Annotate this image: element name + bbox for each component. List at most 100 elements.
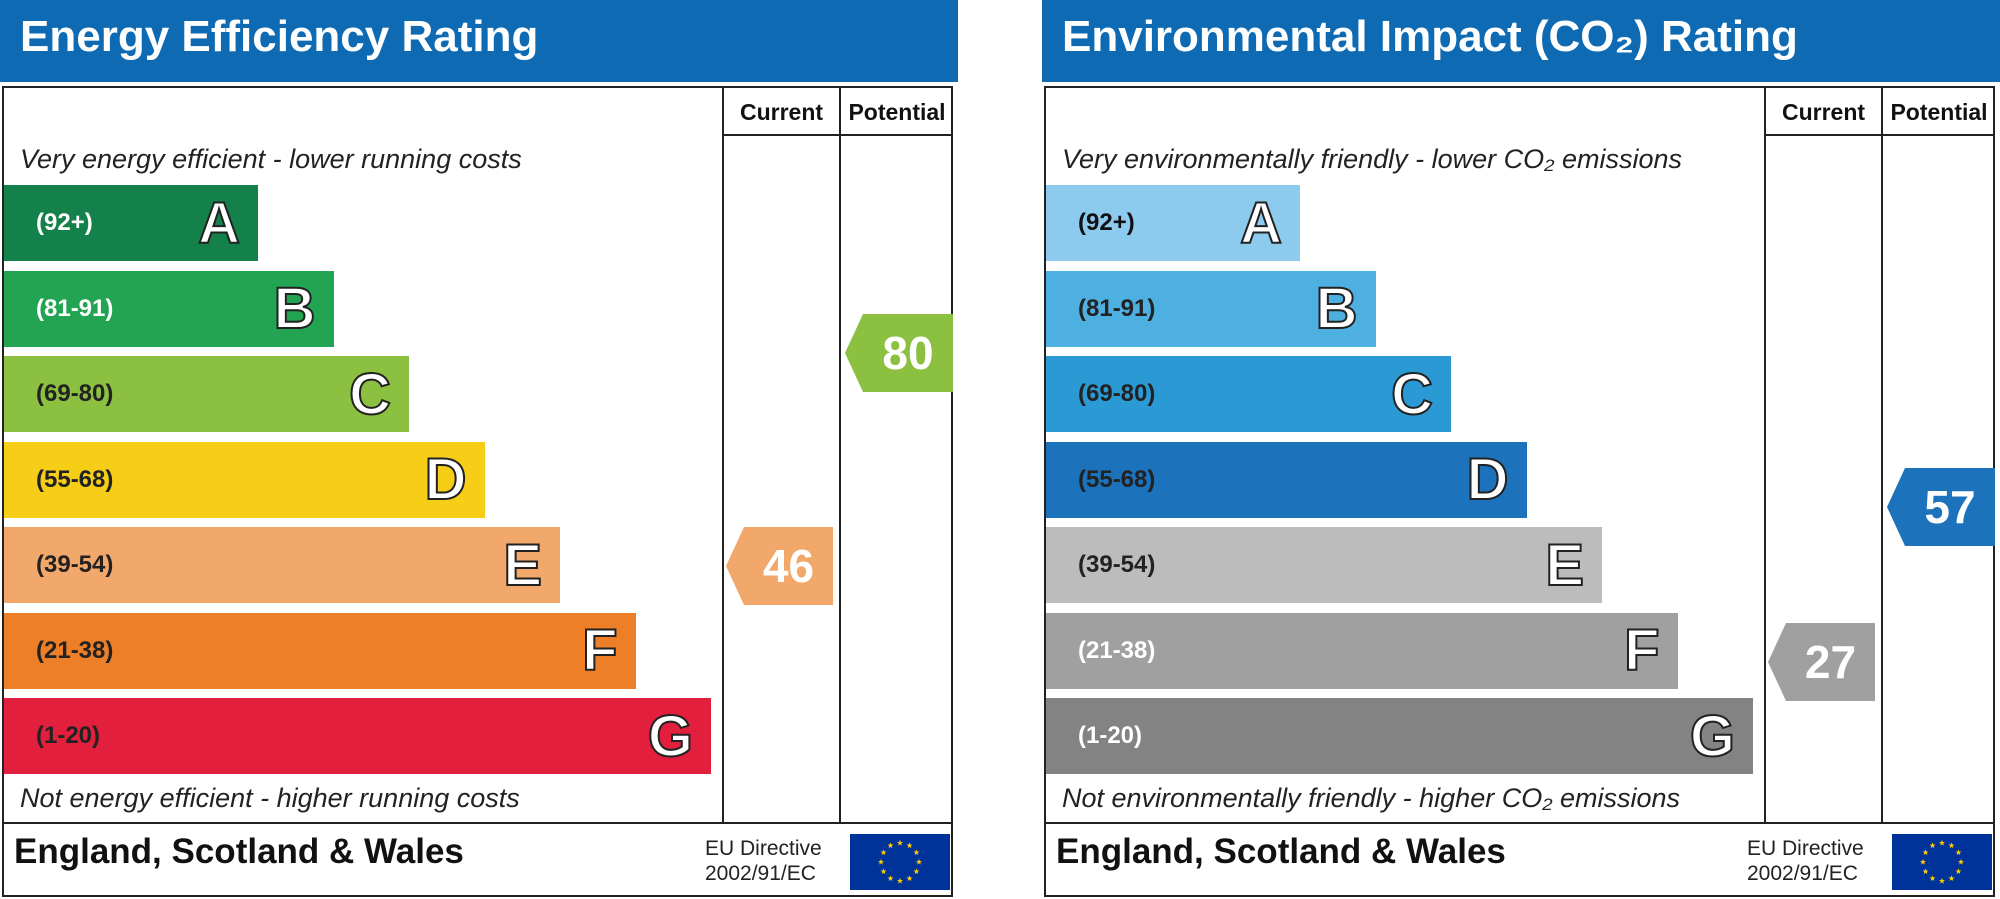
- rating-band-f: (21-38) F: [4, 612, 636, 689]
- band-range-label: (92+): [36, 209, 93, 236]
- band-range-label: (69-80): [36, 380, 114, 407]
- potential-rating-indicator: 57: [1887, 468, 1995, 546]
- rating-band-e: (39-54) E: [1046, 527, 1602, 603]
- eu-directive: EU Directive 2002/91/EC: [1747, 836, 1864, 886]
- energy-efficiency-panel: Energy Efficiency Rating Current Potenti…: [0, 0, 958, 899]
- column-divider: [1881, 86, 1883, 824]
- rating-band-g: (1-20) G: [4, 698, 711, 774]
- header-divider: [722, 134, 953, 136]
- eu-star-icon: [1955, 849, 1962, 856]
- band-range-label: (81-91): [1078, 294, 1156, 322]
- band-range-label: (55-68): [36, 465, 114, 493]
- band-letter: E: [502, 532, 543, 599]
- panel-header: Environmental Impact (CO₂) Rating: [1042, 0, 2000, 82]
- rating-band-a: (92+) A: [1046, 185, 1300, 261]
- band-letter: G: [1689, 703, 1736, 770]
- bottom-caption: Not energy efficient - higher running co…: [20, 783, 520, 813]
- bottom-caption: Not environmentally friendly - higher CO…: [1062, 783, 1681, 813]
- eu-star-icon: [887, 842, 894, 849]
- eu-star-icon: [913, 849, 920, 856]
- band-letter: B: [273, 275, 317, 342]
- current-rating-value: 46: [762, 540, 815, 592]
- rating-band-b: (81-91) B: [4, 270, 334, 347]
- eu-star-icon: [906, 842, 913, 849]
- chart-title: Environmental Impact (CO₂) Rating: [1062, 12, 1798, 61]
- band-letter: B: [1315, 275, 1359, 342]
- rating-band-d: (55-68) D: [4, 441, 485, 518]
- eu-star-icon: [877, 858, 885, 865]
- band-letter: A: [1239, 190, 1283, 257]
- eu-star-icon: [906, 875, 913, 882]
- band-range-label: (81-91): [36, 294, 114, 322]
- eu-directive-line: EU Directive: [705, 837, 822, 860]
- eu-star-icon: [1929, 842, 1936, 849]
- band-letter: C: [348, 361, 392, 428]
- column-divider: [722, 86, 724, 824]
- band-range-label: (55-68): [1078, 465, 1156, 493]
- region-label: England, Scotland & Wales: [14, 832, 464, 871]
- eu-star-icon: [896, 839, 904, 846]
- eu-star-icon: [1955, 868, 1962, 875]
- current-rating-value: 27: [1804, 636, 1857, 688]
- band-range-label: (21-38): [1078, 636, 1156, 664]
- band-letter: D: [1466, 446, 1510, 513]
- band-range-label: (92+): [1078, 209, 1135, 236]
- band-range-label: (69-80): [1078, 380, 1156, 407]
- eu-star-icon: [1938, 839, 1946, 846]
- potential-column-header: Potential: [848, 98, 946, 125]
- eu-directive-line: EU Directive: [1747, 837, 1864, 860]
- rating-band-g: (1-20) G: [1046, 698, 1753, 774]
- rating-band-b: (81-91) B: [1046, 270, 1376, 347]
- eu-star-icon: [1929, 875, 1936, 882]
- indicator-arrow: [1768, 623, 1875, 701]
- eu-star-icon: [915, 858, 923, 865]
- indicator-arrow: [1887, 468, 1995, 546]
- potential-rating-value: 80: [882, 327, 934, 379]
- chart-title: Energy Efficiency Rating: [20, 12, 539, 61]
- eu-directive-number: 2002/91/EC: [1747, 862, 1858, 885]
- eu-star-icon: [887, 875, 894, 882]
- region-label: England, Scotland & Wales: [1056, 832, 1506, 871]
- rating-band-c: (69-80) C: [1046, 356, 1451, 432]
- band-letter: G: [647, 703, 694, 770]
- eu-star-icon: [1922, 849, 1929, 856]
- eu-star-icon: [1922, 868, 1929, 875]
- eu-star-icon: [913, 868, 920, 875]
- band-letter: C: [1390, 361, 1434, 428]
- band-range-label: (21-38): [36, 636, 114, 664]
- band-letter: A: [197, 190, 241, 257]
- eu-directive: EU Directive 2002/91/EC: [705, 836, 822, 886]
- band-range-label: (1-20): [36, 722, 101, 749]
- eu-star-icon: [1957, 858, 1965, 865]
- eu-flag-icon: [1892, 834, 1992, 890]
- potential-rating-value: 57: [1924, 481, 1976, 533]
- band-range-label: (39-54): [1078, 551, 1156, 578]
- potential-column-header: Potential: [1890, 98, 1988, 125]
- eu-star-icon: [1948, 842, 1955, 849]
- rating-band-c: (69-80) C: [4, 356, 409, 432]
- rating-band-e: (39-54) E: [4, 527, 560, 603]
- rating-band-f: (21-38) F: [1046, 612, 1678, 689]
- eu-star-icon: [1938, 877, 1946, 884]
- rating-band-d: (55-68) D: [1046, 441, 1527, 518]
- footer-divider: [1044, 822, 1995, 824]
- eu-star-icon: [880, 849, 887, 856]
- eu-directive-number: 2002/91/EC: [705, 862, 816, 885]
- band-letter: E: [1544, 532, 1585, 599]
- potential-rating-indicator: 80: [845, 314, 953, 392]
- band-range-label: (39-54): [36, 551, 114, 578]
- eu-star-icon: [880, 868, 887, 875]
- indicator-arrow: [845, 314, 953, 392]
- top-caption: Very environmentally friendly - lower CO…: [1062, 144, 1682, 174]
- band-letter: F: [1623, 617, 1660, 684]
- panel-header: Energy Efficiency Rating: [0, 0, 958, 82]
- eu-star-icon: [896, 877, 904, 884]
- eu-flag-icon: [850, 834, 950, 890]
- footer-divider: [2, 822, 953, 824]
- current-column-header: Current: [1781, 98, 1866, 125]
- column-divider: [839, 86, 841, 824]
- indicator-arrow: [726, 527, 833, 605]
- current-rating-indicator: 27: [1768, 623, 1875, 701]
- current-column-header: Current: [739, 98, 824, 125]
- band-letter: D: [424, 446, 468, 513]
